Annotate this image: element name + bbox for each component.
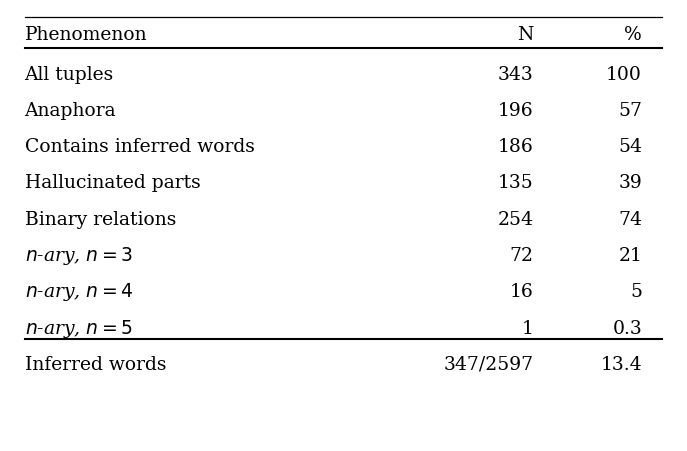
Text: Binary relations: Binary relations — [25, 211, 176, 229]
Text: N: N — [517, 26, 534, 44]
Text: $n$-ary, $n = 4$: $n$-ary, $n = 4$ — [25, 281, 133, 304]
Text: 186: 186 — [498, 138, 534, 156]
Text: 16: 16 — [510, 283, 534, 301]
Text: 74: 74 — [618, 211, 642, 229]
Text: 100: 100 — [606, 65, 642, 83]
Text: Phenomenon: Phenomenon — [25, 26, 147, 44]
Text: 54: 54 — [618, 138, 642, 156]
Text: Contains inferred words: Contains inferred words — [25, 138, 254, 156]
Text: %: % — [624, 26, 642, 44]
Text: 21: 21 — [618, 247, 642, 265]
Text: 0.3: 0.3 — [612, 320, 642, 338]
Text: 196: 196 — [498, 102, 534, 120]
Text: Inferred words: Inferred words — [25, 356, 166, 374]
Text: 135: 135 — [498, 175, 534, 193]
Text: 5: 5 — [630, 283, 642, 301]
Text: Hallucinated parts: Hallucinated parts — [25, 175, 201, 193]
Text: 72: 72 — [510, 247, 534, 265]
Text: All tuples: All tuples — [25, 65, 114, 83]
Text: 57: 57 — [618, 102, 642, 120]
Text: Anaphora: Anaphora — [25, 102, 116, 120]
Text: 347/2597: 347/2597 — [443, 356, 534, 374]
Text: 39: 39 — [618, 175, 642, 193]
Text: 254: 254 — [497, 211, 534, 229]
Text: 1: 1 — [521, 320, 534, 338]
Text: 343: 343 — [498, 65, 534, 83]
Text: $n$-ary, $n = 5$: $n$-ary, $n = 5$ — [25, 318, 133, 340]
Text: 13.4: 13.4 — [600, 356, 642, 374]
Text: $n$-ary, $n = 3$: $n$-ary, $n = 3$ — [25, 245, 133, 267]
